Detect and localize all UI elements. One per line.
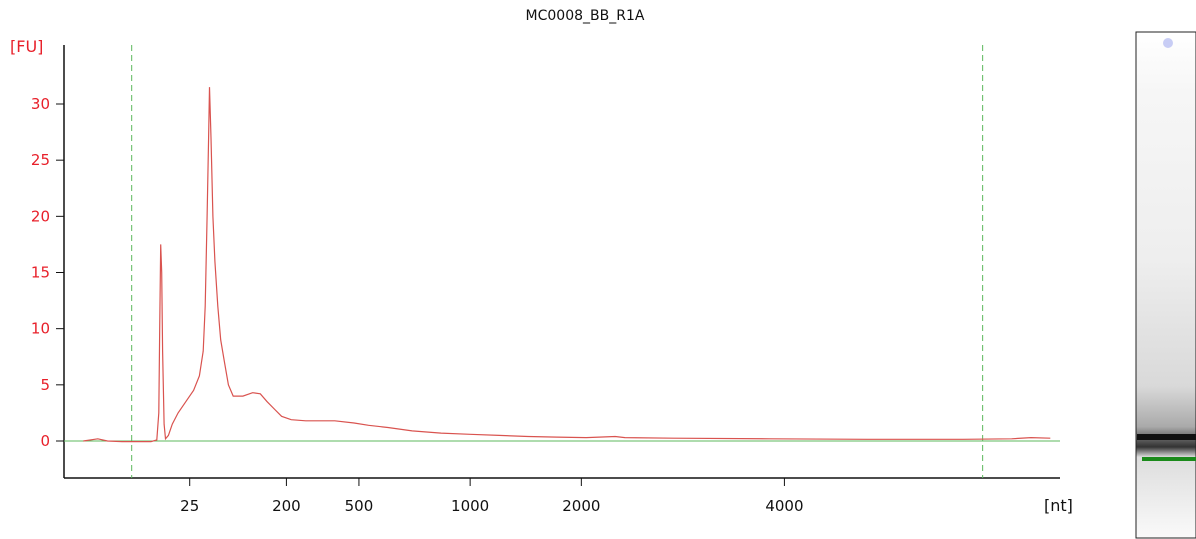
y-tick-group: 0 5 10 15 20 25 30 xyxy=(31,95,64,450)
x-tick-label: 200 xyxy=(272,497,301,515)
marker-lines-group xyxy=(131,45,984,478)
gel-band-green xyxy=(1142,457,1196,461)
x-tick-label: 25 xyxy=(180,497,199,515)
y-tick-label: 30 xyxy=(31,95,50,113)
gel-band-dark xyxy=(1137,434,1196,440)
y-axis-unit-label: [FU] xyxy=(10,37,43,56)
y-tick-label: 25 xyxy=(31,151,50,169)
y-tick-label: 10 xyxy=(31,320,50,338)
chart-title: MC0008_BB_R1A xyxy=(526,8,645,24)
gel-lane-background xyxy=(1135,31,1196,539)
y-tick-label: 0 xyxy=(40,432,50,450)
x-tick-label: 1000 xyxy=(451,497,489,515)
gel-well-dot xyxy=(1163,38,1173,48)
x-tick-label: 4000 xyxy=(765,497,803,515)
y-tick-label: 15 xyxy=(31,264,50,282)
y-tick-label: 5 xyxy=(40,376,50,394)
x-tick-group: 25 200 500 1000 2000 4000 xyxy=(180,478,804,515)
x-axis-unit-label: [nt] xyxy=(1044,496,1073,515)
x-tick-label: 500 xyxy=(345,497,374,515)
y-tick-label: 20 xyxy=(31,207,50,225)
series-trace xyxy=(83,87,1051,443)
axes: [FU] [nt] xyxy=(10,37,1073,515)
gel-lane xyxy=(1135,31,1196,539)
x-tick-label: 2000 xyxy=(562,497,600,515)
